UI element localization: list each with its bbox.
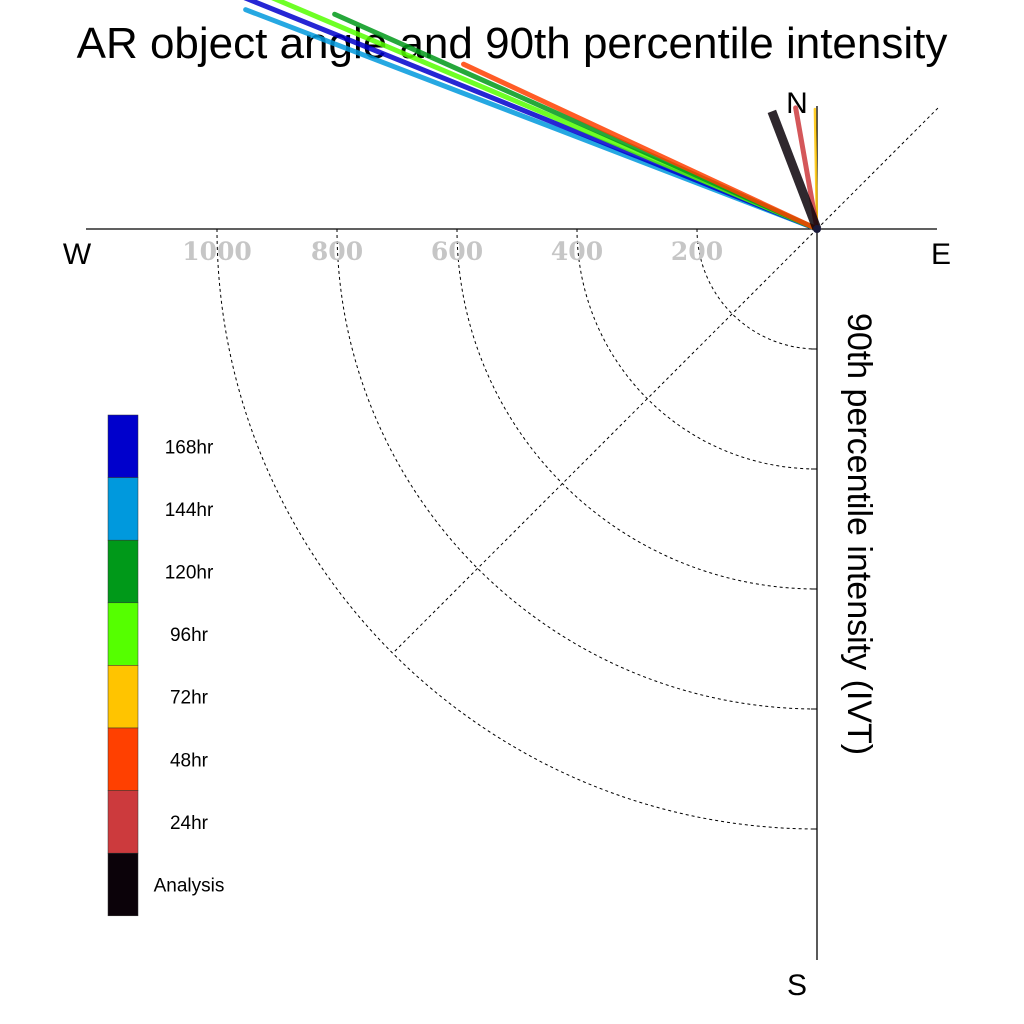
legend-swatch-96hr	[107, 602, 139, 666]
legend: 168hr 144hr 120hr 96hr 72hr 48hr 24hr Analysis	[107, 414, 225, 917]
legend-swatch-72hr	[107, 665, 139, 729]
legend-swatch-24hr	[107, 790, 139, 854]
tick-label-400: 400	[551, 237, 603, 266]
legend-label-168hr: 168hr	[165, 437, 214, 458]
compass-west-label: W	[63, 238, 92, 271]
compass-north-label: N	[786, 87, 808, 120]
legend-swatch-120hr	[107, 539, 139, 604]
legend-swatch-144hr	[107, 477, 139, 541]
vector-48hr	[461, 61, 820, 232]
legend-swatch-analysis	[107, 852, 139, 917]
radial-tick-labels: 200 400 600 800 1000	[182, 237, 723, 266]
legend-swatch-48hr	[107, 727, 139, 791]
grid-diagonal-southwest	[392, 228, 818, 654]
grid-diagonal-northeast	[816, 107, 939, 230]
legend-label-96hr: 96hr	[170, 625, 209, 646]
legend-label-120hr: 120hr	[165, 563, 214, 584]
legend-label-72hr: 72hr	[170, 688, 209, 709]
tick-label-200: 200	[671, 237, 723, 266]
legend-label-24hr: 24hr	[170, 813, 209, 834]
vector-series	[243, 0, 822, 233]
legend-label-analysis: Analysis	[154, 876, 225, 897]
compass-east-label: E	[931, 238, 951, 271]
tick-label-1000: 1000	[182, 237, 252, 266]
grid-ring-1000	[216, 228, 818, 830]
legend-swatch-168hr	[107, 414, 139, 478]
compass-south-label: S	[787, 969, 807, 1002]
grid-ring-200	[696, 228, 818, 350]
legend-label-48hr: 48hr	[170, 750, 209, 771]
vector-analysis	[767, 109, 822, 231]
chart-title: AR object angle and 90th percentile inte…	[77, 19, 948, 68]
polar-origin-marker	[813, 225, 821, 233]
legend-label-144hr: 144hr	[165, 500, 214, 521]
polar-grid	[216, 107, 939, 830]
grid-ring-600	[456, 228, 818, 590]
tick-label-600: 600	[431, 237, 483, 266]
vector-72hr	[813, 107, 819, 231]
radial-axis-label: 90th percentile intensity (IVT)	[840, 313, 878, 755]
tick-label-800: 800	[311, 237, 363, 266]
